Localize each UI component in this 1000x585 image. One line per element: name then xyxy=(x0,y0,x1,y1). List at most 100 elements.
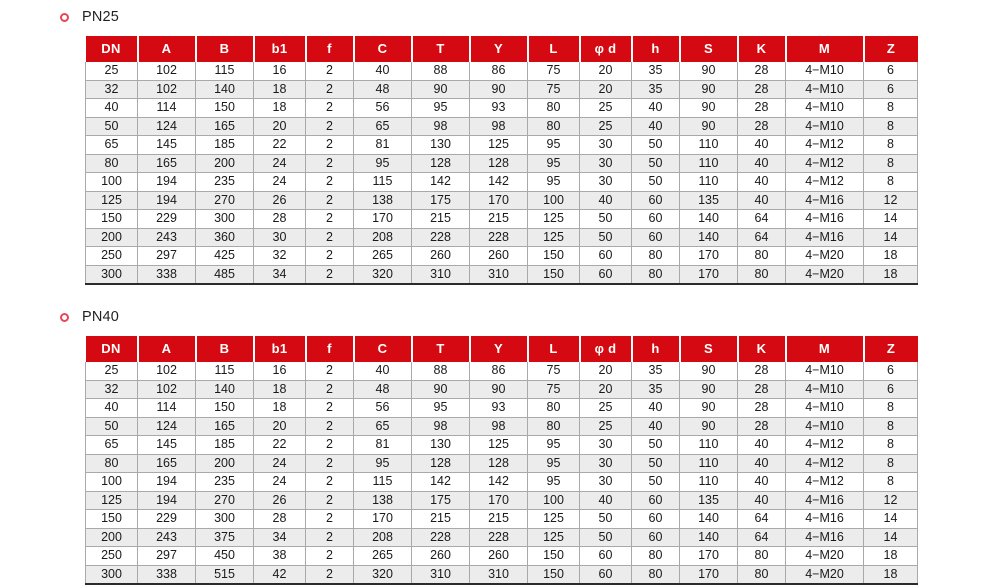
cell-m: 4−M16 xyxy=(785,228,864,247)
cell-s: 90 xyxy=(679,380,738,399)
cell-f: 2 xyxy=(305,209,354,229)
cell-b1: 22 xyxy=(253,435,306,455)
cell-c: 170 xyxy=(353,209,412,229)
cell-b: 200 xyxy=(195,454,254,473)
cell-f: 2 xyxy=(305,417,354,436)
cell-t: 215 xyxy=(411,209,470,229)
cell-y: 125 xyxy=(469,435,528,455)
cell-k: 80 xyxy=(737,265,786,284)
cell-l: 95 xyxy=(527,454,580,473)
column-header-l: L xyxy=(527,36,581,62)
cell-l: 125 xyxy=(527,528,580,547)
cell-φd: 25 xyxy=(579,417,632,436)
cell-a: 124 xyxy=(137,417,196,436)
cell-t: 130 xyxy=(411,435,470,455)
cell-s: 170 xyxy=(679,546,738,566)
cell-s: 135 xyxy=(679,191,738,210)
cell-b: 425 xyxy=(195,246,254,266)
column-header-dn: DN xyxy=(85,336,139,362)
cell-dn: 65 xyxy=(85,135,138,155)
cell-s: 110 xyxy=(679,135,738,155)
cell-φd: 30 xyxy=(579,454,632,473)
cell-k: 40 xyxy=(737,172,786,192)
cell-z: 8 xyxy=(863,117,918,136)
table-row: 80 165 200 24 2 95 128 128 95 30 50 110 40 4−M12 8 xyxy=(85,154,918,173)
cell-b1: 26 xyxy=(253,191,306,210)
cell-f: 2 xyxy=(305,246,354,266)
cell-b: 165 xyxy=(195,417,254,436)
cell-dn: 32 xyxy=(85,80,138,99)
cell-b1: 42 xyxy=(253,565,306,584)
section-title-label: PN25 xyxy=(82,8,120,25)
cell-a: 229 xyxy=(137,509,196,529)
cell-dn: 80 xyxy=(85,154,138,173)
cell-f: 2 xyxy=(305,172,354,192)
cell-f: 2 xyxy=(305,454,354,473)
cell-y: 98 xyxy=(469,117,528,136)
column-header-f: f xyxy=(305,336,355,362)
cell-b1: 20 xyxy=(253,117,306,136)
cell-b1: 38 xyxy=(253,546,306,566)
cell-k: 28 xyxy=(737,417,786,436)
cell-b1: 18 xyxy=(253,98,306,118)
cell-m: 4−M10 xyxy=(785,62,864,81)
cell-f: 2 xyxy=(305,398,354,418)
cell-m: 4−M12 xyxy=(785,454,864,473)
cell-k: 64 xyxy=(737,228,786,247)
cell-dn: 100 xyxy=(85,172,138,192)
cell-φd: 60 xyxy=(579,246,632,266)
cell-m: 4−M16 xyxy=(785,209,864,229)
cell-l: 80 xyxy=(527,417,580,436)
cell-b: 150 xyxy=(195,398,254,418)
cell-s: 90 xyxy=(679,98,738,118)
cell-y: 128 xyxy=(469,454,528,473)
cell-t: 228 xyxy=(411,228,470,247)
table-row: 150 229 300 28 2 170 215 215 125 50 60 140 64 4−M16 14 xyxy=(85,209,918,229)
cell-z: 18 xyxy=(863,246,918,266)
bullet-ring-icon xyxy=(60,312,69,322)
cell-a: 338 xyxy=(137,265,196,284)
column-header-k: K xyxy=(737,36,787,62)
cell-t: 142 xyxy=(411,172,470,192)
cell-z: 6 xyxy=(863,380,918,399)
cell-c: 81 xyxy=(353,435,412,455)
cell-k: 28 xyxy=(737,117,786,136)
cell-s: 110 xyxy=(679,154,738,173)
cell-t: 175 xyxy=(411,491,470,510)
cell-h: 50 xyxy=(631,435,680,455)
table-row: 200 243 375 34 2 208 228 228 125 50 60 140 64 4−M16 14 xyxy=(85,528,918,547)
cell-dn: 150 xyxy=(85,209,138,229)
cell-a: 124 xyxy=(137,117,196,136)
cell-s: 110 xyxy=(679,172,738,192)
cell-b1: 18 xyxy=(253,80,306,99)
cell-m: 4−M10 xyxy=(785,80,864,99)
cell-y: 128 xyxy=(469,154,528,173)
cell-l: 150 xyxy=(527,546,580,566)
cell-l: 75 xyxy=(527,62,580,81)
cell-a: 297 xyxy=(137,246,196,266)
cell-b1: 20 xyxy=(253,417,306,436)
cell-b: 515 xyxy=(195,565,254,584)
cell-a: 297 xyxy=(137,546,196,566)
cell-b: 450 xyxy=(195,546,254,566)
cell-z: 8 xyxy=(863,154,918,173)
cell-dn: 125 xyxy=(85,491,138,510)
cell-l: 125 xyxy=(527,228,580,247)
cell-s: 90 xyxy=(679,417,738,436)
cell-dn: 300 xyxy=(85,265,138,284)
cell-z: 8 xyxy=(863,417,918,436)
cell-b1: 30 xyxy=(253,228,306,247)
cell-c: 115 xyxy=(353,472,412,492)
cell-b: 270 xyxy=(195,491,254,510)
cell-φd: 60 xyxy=(579,565,632,584)
table-row: 25 102 115 16 2 40 88 86 75 20 35 90 28 4−M10 6 xyxy=(85,362,918,381)
cell-z: 8 xyxy=(863,172,918,192)
table-body-pn40: 25 102 115 16 2 40 88 86 75 20 35 90 28 4−M10 6 32 102 14… xyxy=(85,362,918,584)
cell-b: 485 xyxy=(195,265,254,284)
cell-c: 320 xyxy=(353,565,412,584)
cell-b1: 18 xyxy=(253,398,306,418)
cell-y: 86 xyxy=(469,362,528,381)
cell-dn: 200 xyxy=(85,228,138,247)
